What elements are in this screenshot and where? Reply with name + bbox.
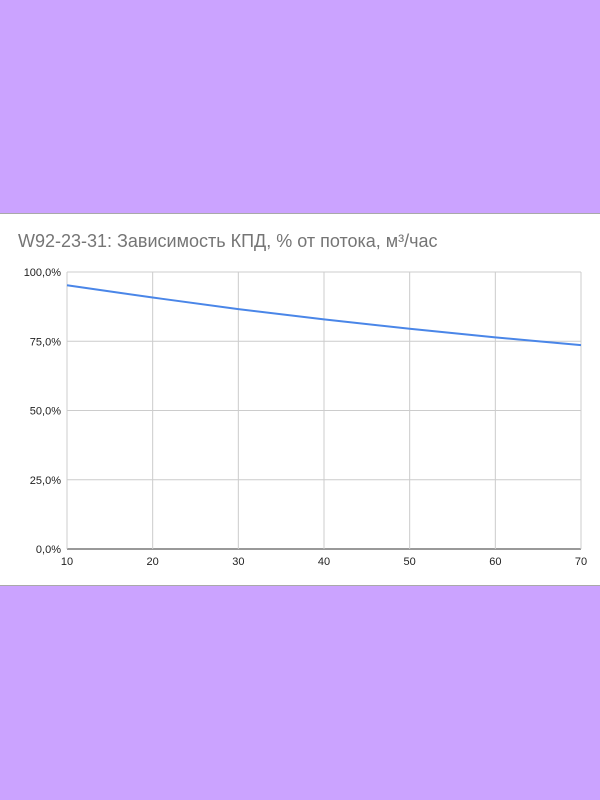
x-tick-label: 70 [575,556,587,568]
x-tick-label: 30 [232,556,244,568]
y-tick-label: 50,0% [30,406,61,418]
x-tick-label: 20 [147,556,159,568]
y-tick-label: 75,0% [30,336,61,348]
x-tick-label: 50 [404,556,416,568]
gridlines [66,271,582,550]
x-tick-label: 10 [61,556,73,568]
y-tick-label: 0,0% [36,544,61,556]
series-line [66,284,582,347]
x-tick-label: 60 [489,556,501,568]
line-chart: 0,0% 25,0% 50,0% 75,0% 100,0% 10 20 30 40 50 60 70 [24,267,587,568]
y-axis-ticks: 0,0% 25,0% 50,0% 75,0% 100,0% [24,267,62,556]
y-tick-label: 100,0% [24,267,62,279]
y-tick-label: 25,0% [30,475,61,487]
series-layer [66,284,582,347]
chart-title: W92-23-31: Зависимость КПД, % от потока,… [18,231,438,251]
x-axis-ticks: 10 20 30 40 50 60 70 [61,556,587,568]
chart-card: W92-23-31: Зависимость КПД, % от потока,… [0,213,600,586]
x-tick-label: 40 [318,556,330,568]
